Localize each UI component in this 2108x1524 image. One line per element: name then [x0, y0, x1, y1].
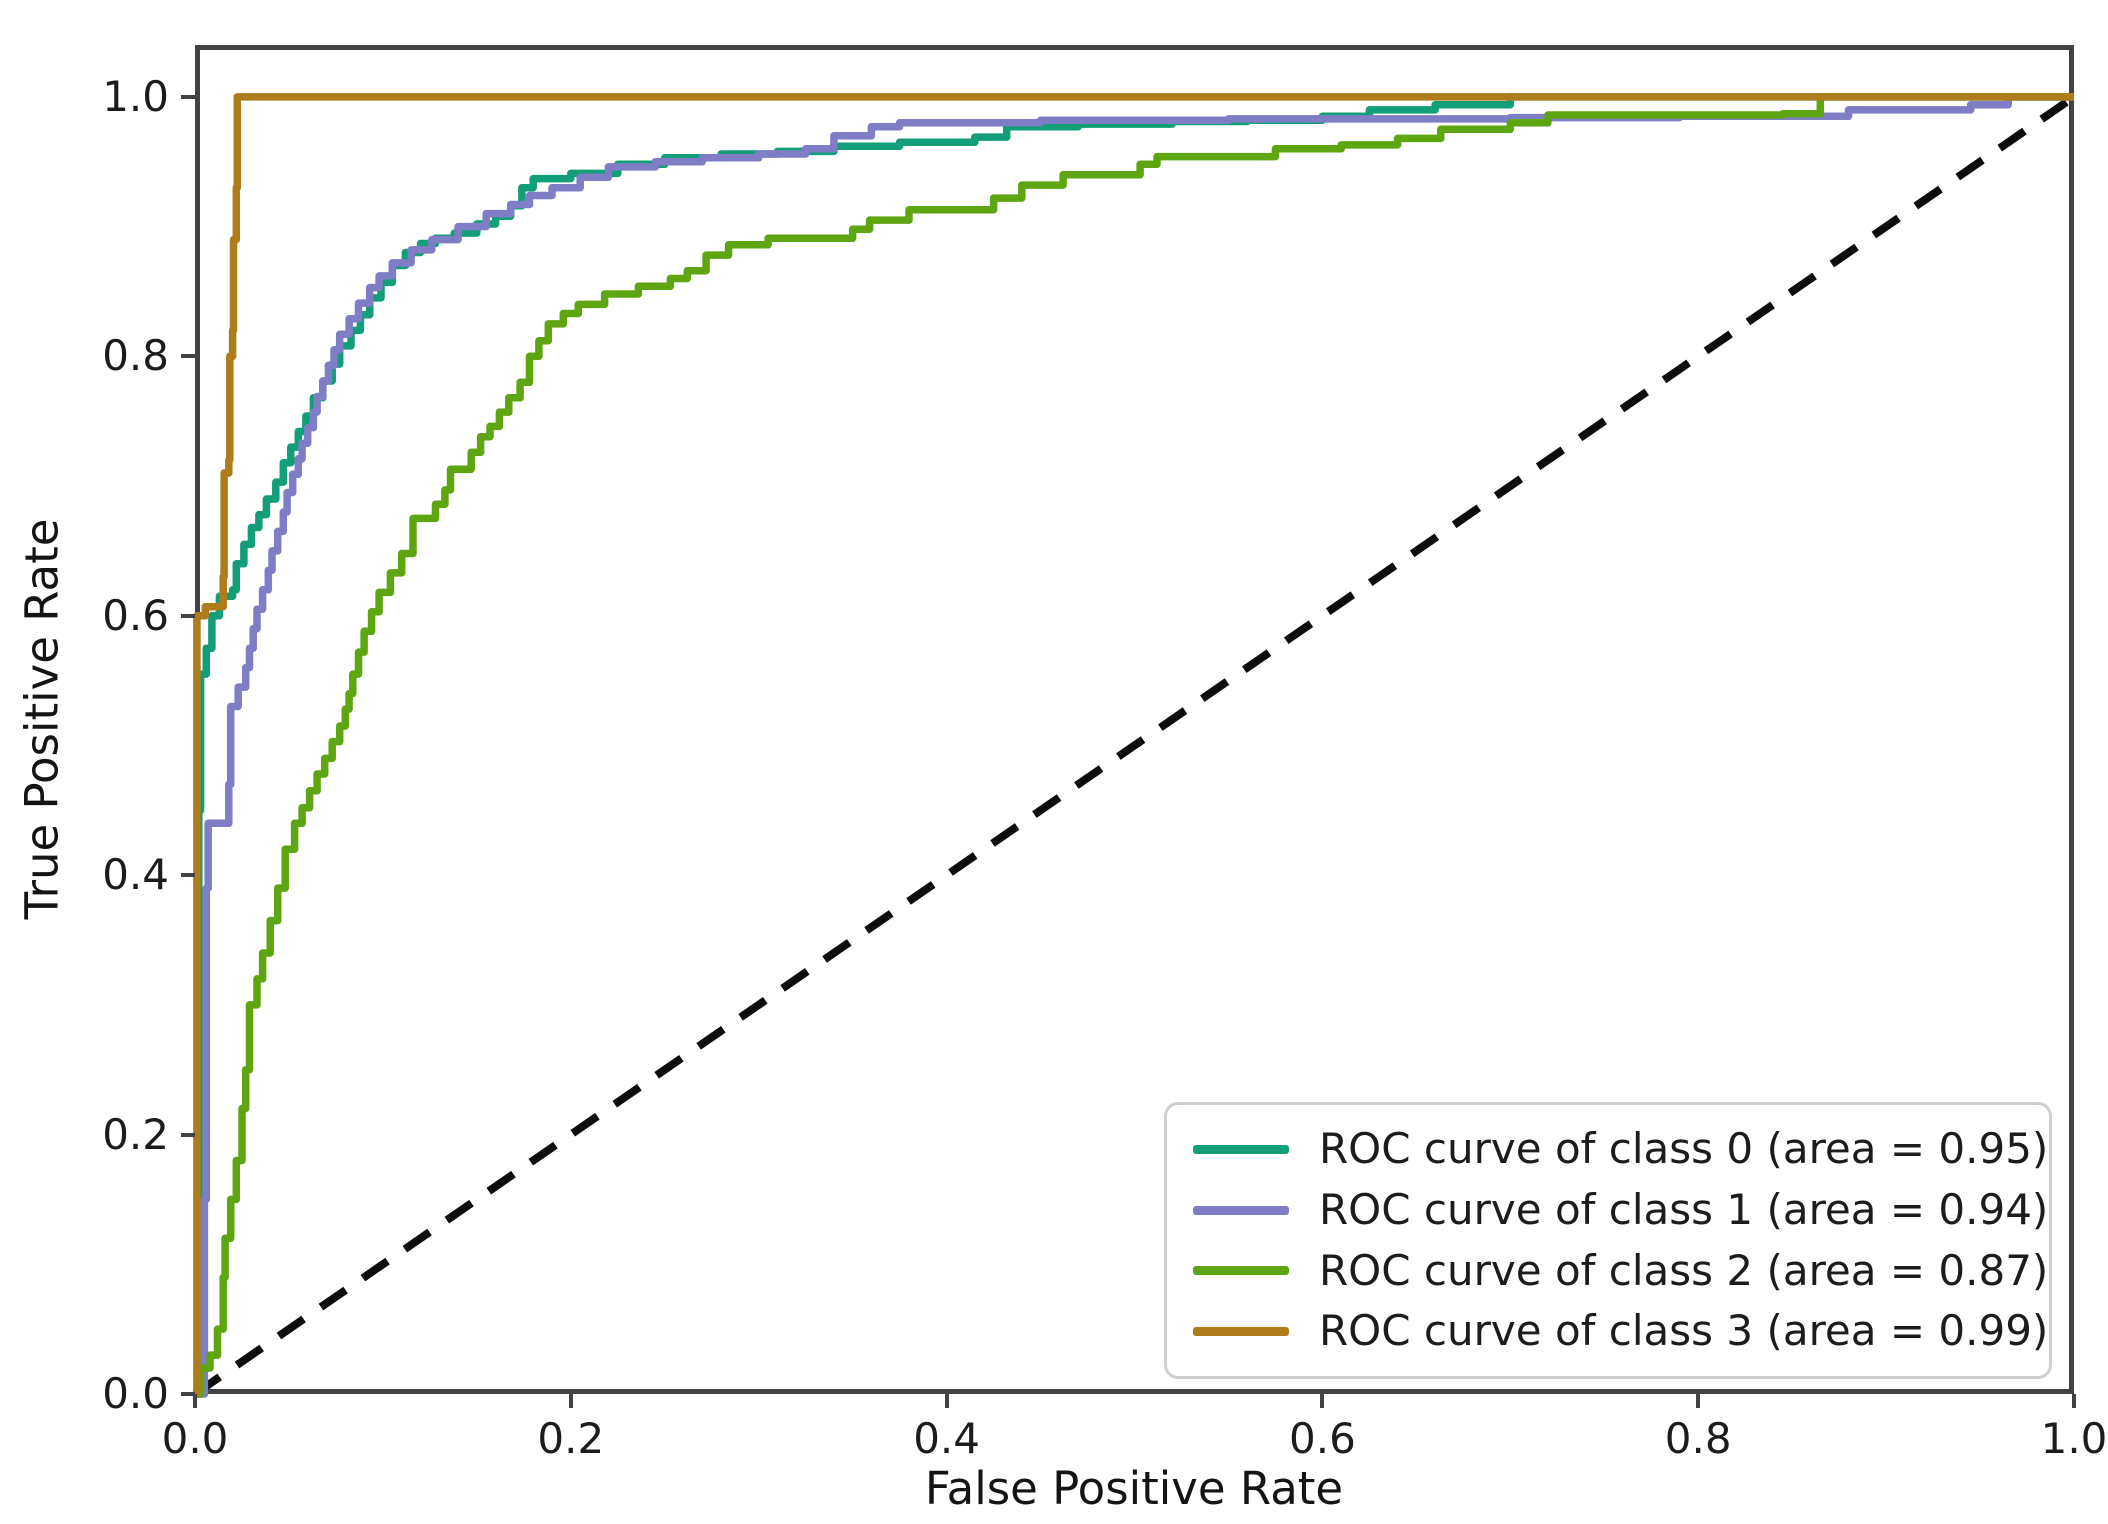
legend-row-class-2: ROC curve of class 2 (area = 0.87) [1167, 1245, 2049, 1295]
legend-label-class-3: ROC curve of class 3 (area = 0.99) [1319, 1306, 2049, 1356]
y-tick-mark [181, 1132, 195, 1137]
y-tick-mark [181, 873, 195, 878]
chance-diagonal-line [192, 93, 2077, 1398]
x-tick-label: 0.6 [1288, 1414, 1356, 1463]
legend-line-swatch-class-1 [1193, 1205, 1289, 1215]
legend-line-swatch-class-3 [1193, 1326, 1289, 1336]
x-tick-mark [944, 1394, 949, 1408]
y-tick-mark [181, 354, 195, 359]
x-tick-label: 0.8 [1664, 1414, 1732, 1463]
legend-label-class-1: ROC curve of class 1 (area = 0.94) [1319, 1185, 2049, 1235]
y-tick-mark [181, 1392, 195, 1396]
x-tick-label: 1.0 [2040, 1414, 2108, 1463]
legend-label-class-2: ROC curve of class 2 (area = 0.87) [1319, 1245, 2049, 1295]
y-tick-label: 0.2 [102, 1109, 169, 1159]
y-tick-mark [181, 613, 195, 618]
legend-line-swatch-class-2 [1193, 1266, 1289, 1276]
x-tick-label: 0.2 [537, 1414, 605, 1463]
legend-line-swatch-class-0 [1193, 1145, 1289, 1154]
x-tick-mark [568, 1394, 573, 1408]
x-axis-label: False Positive Rate [924, 1462, 1344, 1515]
x-tick-mark [1320, 1394, 1325, 1408]
x-tick-mark [1696, 1394, 1701, 1408]
roc-curve-class-3 [193, 93, 2074, 1398]
y-tick-label: 0.6 [102, 590, 169, 640]
roc-curve-class-1 [195, 93, 2074, 1398]
legend: ROC curve of class 0 (area = 0.95) ROC cu… [1164, 1102, 2052, 1379]
x-tick-mark [2072, 1394, 2076, 1408]
y-tick-mark [181, 94, 195, 99]
roc-plot-svg [192, 93, 2077, 1398]
legend-label-class-0: ROC curve of class 0 (area = 0.95) [1319, 1124, 2049, 1174]
legend-row-class-3: ROC curve of class 3 (area = 0.99) [1167, 1307, 2049, 1355]
y-axis-label: True Positive Rate [15, 518, 69, 920]
x-tick-mark [193, 1394, 197, 1408]
roc-curve-class-2 [195, 93, 2074, 1398]
y-tick-label: 0.0 [102, 1369, 169, 1418]
y-tick-label: 1.0 [102, 71, 169, 121]
legend-row-class-1: ROC curve of class 1 (area = 0.94) [1167, 1185, 2049, 1235]
y-tick-label: 0.8 [102, 331, 169, 381]
y-tick-label: 0.4 [102, 850, 169, 900]
x-tick-label: 0.0 [161, 1414, 229, 1463]
x-tick-label: 0.4 [913, 1414, 980, 1463]
legend-row-class-0: ROC curve of class 0 (area = 0.95) [1167, 1125, 2049, 1173]
